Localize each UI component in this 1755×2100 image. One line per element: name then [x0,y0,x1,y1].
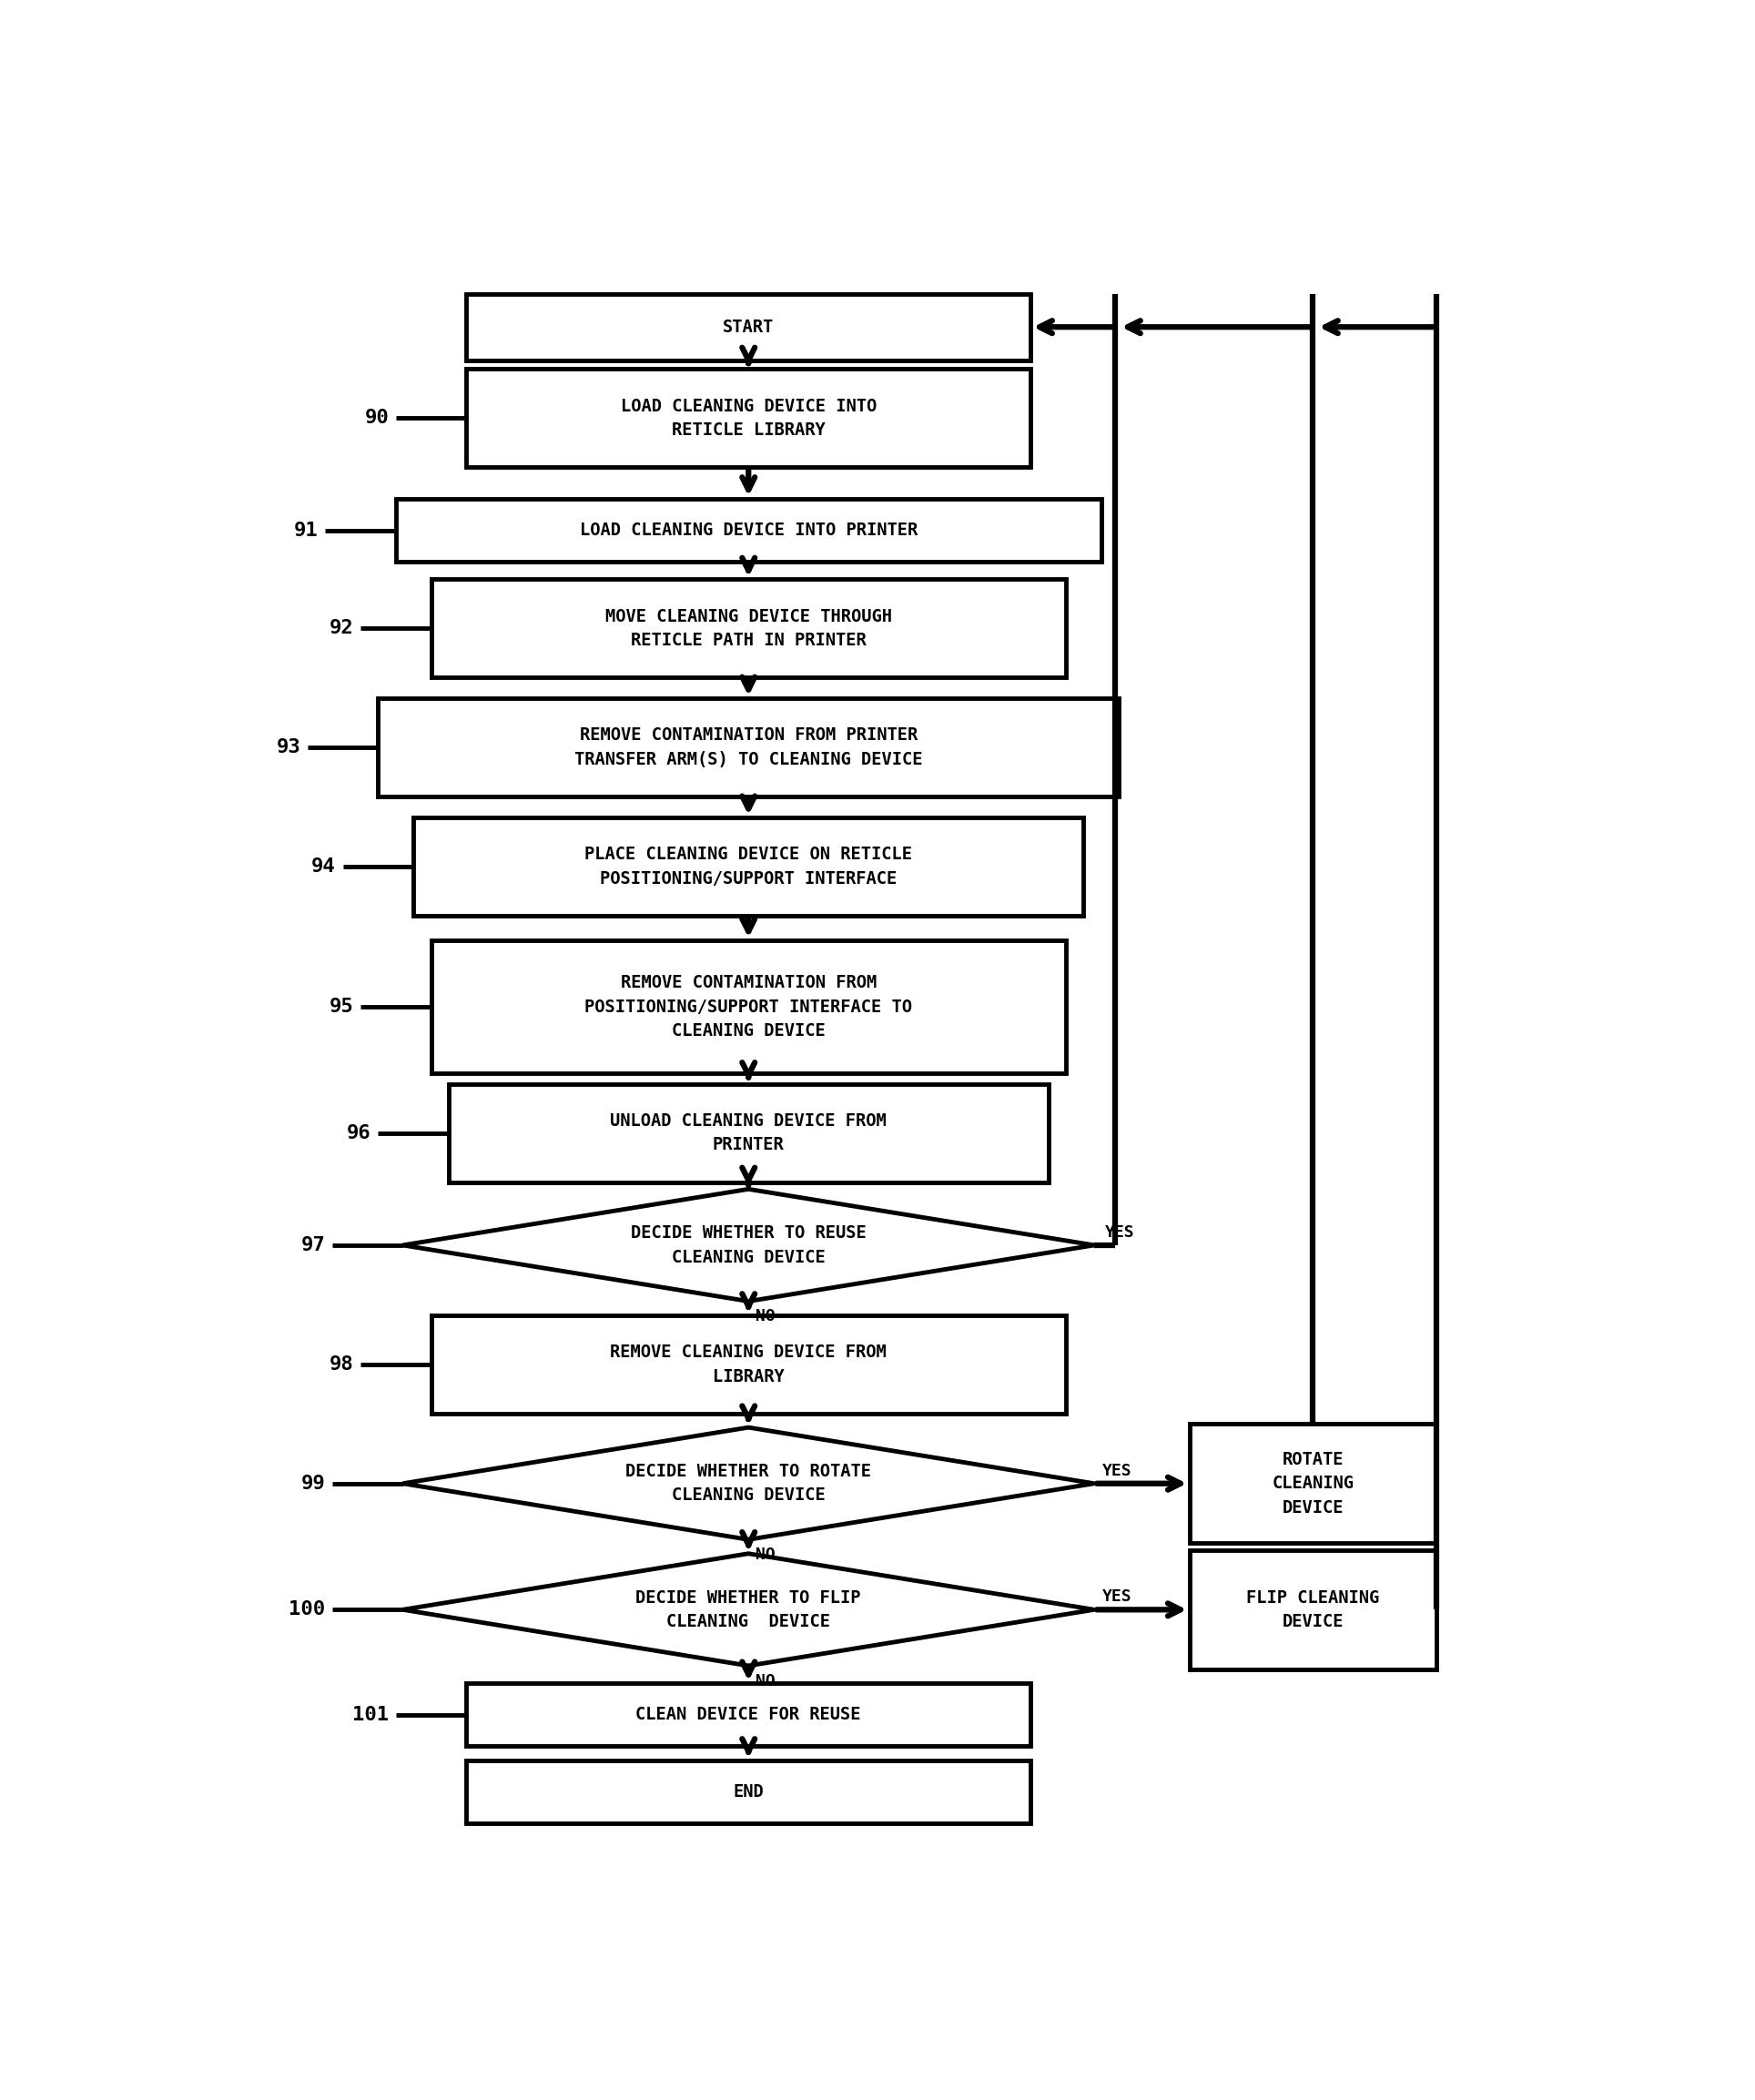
Text: ROTATE
CLEANING
DEVICE: ROTATE CLEANING DEVICE [1272,1451,1353,1516]
Text: YES: YES [1102,1590,1132,1604]
Text: 93: 93 [276,739,300,756]
FancyBboxPatch shape [1190,1424,1436,1544]
FancyBboxPatch shape [432,941,1065,1073]
FancyBboxPatch shape [377,699,1120,796]
FancyBboxPatch shape [467,1684,1030,1747]
Text: REMOVE CONTAMINATION FROM
POSITIONING/SUPPORT INTERFACE TO
CLEANING DEVICE: REMOVE CONTAMINATION FROM POSITIONING/SU… [584,974,913,1040]
FancyBboxPatch shape [449,1084,1048,1182]
Text: 91: 91 [293,521,318,540]
FancyBboxPatch shape [467,294,1030,361]
Text: 101: 101 [353,1705,388,1724]
Text: 97: 97 [300,1237,325,1254]
Text: START: START [723,319,774,336]
Text: FLIP CLEANING
DEVICE: FLIP CLEANING DEVICE [1246,1590,1379,1630]
Text: REMOVE CONTAMINATION FROM PRINTER
TRANSFER ARM(S) TO CLEANING DEVICE: REMOVE CONTAMINATION FROM PRINTER TRANSF… [574,727,923,769]
Text: MOVE CLEANING DEVICE THROUGH
RETICLE PATH IN PRINTER: MOVE CLEANING DEVICE THROUGH RETICLE PAT… [605,607,892,649]
Text: REMOVE CLEANING DEVICE FROM
LIBRARY: REMOVE CLEANING DEVICE FROM LIBRARY [611,1344,886,1386]
Text: 94: 94 [311,857,335,876]
Text: YES: YES [1104,1224,1134,1241]
Text: LOAD CLEANING DEVICE INTO PRINTER: LOAD CLEANING DEVICE INTO PRINTER [579,521,918,540]
FancyBboxPatch shape [1190,1550,1436,1670]
FancyBboxPatch shape [414,817,1083,916]
FancyBboxPatch shape [467,370,1030,466]
FancyBboxPatch shape [467,1760,1030,1823]
Text: 100: 100 [288,1600,325,1619]
Text: PLACE CLEANING DEVICE ON RETICLE
POSITIONING/SUPPORT INTERFACE: PLACE CLEANING DEVICE ON RETICLE POSITIO… [584,846,913,888]
Text: DECIDE WHETHER TO ROTATE
CLEANING DEVICE: DECIDE WHETHER TO ROTATE CLEANING DEVICE [625,1464,870,1504]
FancyBboxPatch shape [432,1315,1065,1413]
Text: NO: NO [755,1674,776,1688]
Polygon shape [404,1189,1093,1302]
Text: 92: 92 [330,619,353,638]
Text: NO: NO [755,1546,776,1562]
Text: DECIDE WHETHER TO REUSE
CLEANING DEVICE: DECIDE WHETHER TO REUSE CLEANING DEVICE [630,1224,867,1266]
Polygon shape [404,1428,1093,1539]
Polygon shape [404,1554,1093,1665]
FancyBboxPatch shape [432,580,1065,678]
Text: 96: 96 [347,1124,370,1142]
Text: 99: 99 [300,1474,325,1493]
Text: DECIDE WHETHER TO FLIP
CLEANING  DEVICE: DECIDE WHETHER TO FLIP CLEANING DEVICE [635,1590,862,1630]
Text: 95: 95 [330,998,353,1016]
FancyBboxPatch shape [395,498,1100,563]
Text: 98: 98 [330,1354,353,1373]
Text: NO: NO [755,1308,776,1325]
Text: END: END [734,1783,763,1800]
Text: UNLOAD CLEANING DEVICE FROM
PRINTER: UNLOAD CLEANING DEVICE FROM PRINTER [611,1113,886,1153]
Text: YES: YES [1102,1464,1132,1478]
Text: CLEAN DEVICE FOR REUSE: CLEAN DEVICE FOR REUSE [635,1705,862,1724]
Text: 90: 90 [365,410,388,426]
Text: LOAD CLEANING DEVICE INTO
RETICLE LIBRARY: LOAD CLEANING DEVICE INTO RETICLE LIBRAR… [621,397,876,439]
